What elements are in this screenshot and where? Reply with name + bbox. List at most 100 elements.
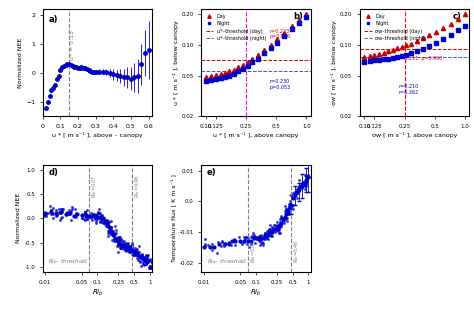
Point [105,219,112,224]
Point [135,256,143,260]
Point [275,230,283,235]
Day [297,18,302,21]
Day [289,24,295,28]
Point [135,250,143,255]
Point [274,223,282,228]
Point [45,211,52,216]
Point [116,245,124,250]
Point [121,242,129,247]
Point [47,209,55,214]
Point [92,218,100,223]
Point [218,239,226,244]
Day [203,75,209,79]
Point [82,210,89,215]
Point [117,241,125,246]
Point [295,177,303,182]
Point [41,211,49,216]
Point [127,248,135,253]
Point [133,253,140,258]
Point [107,224,115,229]
Point [302,178,310,183]
Point [279,217,286,222]
Point [78,215,85,220]
Night [222,75,228,79]
Day [240,63,246,67]
Point [213,250,221,255]
Point [124,244,131,249]
Point [101,219,109,224]
Point [245,238,253,243]
Point [132,252,140,257]
Night [231,72,237,76]
Point [105,222,112,227]
Point [112,238,119,243]
Point [112,238,119,243]
Point [72,211,80,216]
Point [283,219,291,224]
Point [52,208,60,213]
Point [115,244,122,249]
Point [137,254,144,259]
Point [42,211,50,216]
Point [101,218,109,223]
Text: $Ri_b$=0.07: $Ri_b$=0.07 [249,239,258,263]
Point [105,225,113,230]
Point [139,254,146,259]
Y-axis label: σw [ m s⁻¹ ], below canopy: σw [ m s⁻¹ ], below canopy [331,20,337,105]
Point [252,236,260,241]
Point [111,223,119,228]
Point [48,211,55,216]
Point [128,252,136,256]
Point [274,223,282,228]
Point [256,237,264,242]
Point [301,184,309,189]
Point [278,216,285,221]
Point [266,223,274,228]
Point [260,242,267,247]
Point [64,210,72,215]
Night [226,74,232,77]
Point [67,217,74,222]
Text: $Ri_b$=0.46: $Ri_b$=0.46 [292,239,301,263]
Day [218,72,223,76]
Night [427,44,432,48]
Y-axis label: u * [ m s⁻¹ ], below canopy: u * [ m s⁻¹ ], below canopy [173,20,179,105]
Point [287,206,295,211]
Point [241,237,249,242]
Point [201,242,209,247]
Point [55,206,63,211]
Point [48,211,56,216]
Point [295,187,302,192]
Point [63,210,71,214]
Point [216,242,223,247]
Point [131,246,139,251]
Point [57,207,64,212]
Point [218,243,225,248]
Point [91,214,99,219]
Y-axis label: Temperature flux [ K m s⁻¹ ]: Temperature flux [ K m s⁻¹ ] [171,174,177,262]
Point [260,234,268,239]
Point [108,225,115,230]
Point [265,230,273,235]
Point [220,244,228,249]
Day [376,52,382,56]
Point [135,257,142,262]
Point [230,237,237,242]
Point [264,237,271,242]
Night [261,52,267,55]
Point [112,231,119,236]
Point [98,213,106,218]
Point [142,254,150,259]
Night [448,33,454,37]
Point [219,238,226,243]
Point [122,249,130,254]
Point [141,257,148,262]
Point [266,227,274,232]
Point [126,248,134,253]
Night [255,57,261,61]
Point [267,232,275,237]
Point [91,217,99,222]
Point [110,231,118,236]
Point [124,245,132,250]
Night [289,28,295,31]
